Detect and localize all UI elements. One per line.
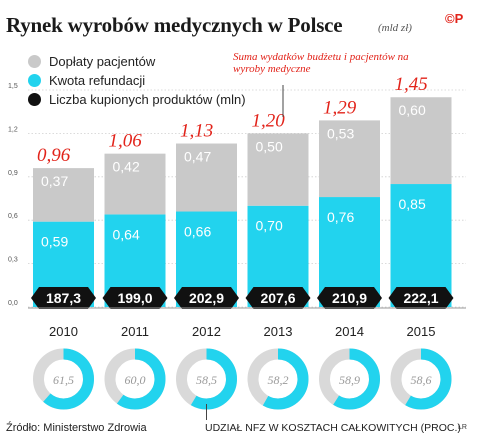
donut-share <box>247 348 309 410</box>
y-tick-label: 0,0 <box>8 300 18 307</box>
bar-label-patient: 0,42 <box>113 159 140 175</box>
legend-item-patient: Dopłaty pacjentów <box>28 52 246 71</box>
product-count-label: 199,0 <box>117 290 152 306</box>
y-tick-label: 1,2 <box>8 126 18 133</box>
donut-share <box>104 348 166 410</box>
bar-patient <box>390 97 452 185</box>
unit-label: (mld zł) <box>378 22 412 34</box>
bar-patient <box>247 133 309 206</box>
legend: Dopłaty pacjentów Kwota refundacji Liczb… <box>28 52 246 109</box>
source-note: Źródło: Ministerstwo Zdrowia <box>6 422 147 434</box>
product-count-pill <box>31 287 96 309</box>
legend-item-count: Liczba kupionych produktów (mln) <box>28 90 246 109</box>
total-label: 1,13 <box>180 121 213 142</box>
bar-label-refund: 0,59 <box>41 234 68 250</box>
y-tick-label: 0,6 <box>8 213 18 220</box>
y-tick-label: 0,9 <box>8 170 18 177</box>
y-tick-label: 0,3 <box>8 257 18 264</box>
bar-label-patient: 0,50 <box>256 138 283 154</box>
bar-label-patient: 0,60 <box>399 102 426 118</box>
total-annotation: Suma wydatków budżetu i pacjentów na wyr… <box>233 51 409 75</box>
donut-share <box>319 348 380 410</box>
legend-swatch-count <box>28 93 41 106</box>
legend-label-refund: Kwota refundacji <box>49 73 146 88</box>
bar-label-refund: 0,66 <box>184 224 211 240</box>
product-count-label: 187,3 <box>46 290 81 306</box>
x-tick-label: 2014 <box>335 324 364 339</box>
donut-label: 58,6 <box>411 373 432 387</box>
product-count-pill <box>388 287 454 309</box>
legend-swatch-refund <box>28 74 41 87</box>
x-tick-label: 2011 <box>121 324 149 339</box>
donut-label: 58,9 <box>339 373 360 387</box>
donut-caption: UDZIAŁ NFZ W KOSZTACH CAŁKOWITYCH (PROC.… <box>205 422 461 434</box>
donut-label: 58,5 <box>196 373 217 387</box>
x-tick-label: 2015 <box>407 324 436 339</box>
bar-label-refund: 0,70 <box>256 218 283 234</box>
donut-share <box>390 348 452 410</box>
product-count-pill <box>174 287 239 309</box>
total-label: 1,06 <box>109 131 143 152</box>
total-label: 1,45 <box>395 74 428 95</box>
y-tick-label: 1,5 <box>8 83 18 90</box>
bar-label-refund: 0,85 <box>399 196 426 212</box>
author-initials: LR <box>458 424 467 431</box>
bar-label-refund: 0,64 <box>113 226 140 242</box>
bar-label-patient: 0,53 <box>327 125 354 141</box>
bar-label-refund: 0,76 <box>327 209 354 225</box>
product-count-pill <box>245 287 311 309</box>
bar-patient <box>104 153 166 215</box>
total-label: 0,96 <box>37 145 71 166</box>
bar-patient <box>176 143 237 212</box>
x-tick-label: 2010 <box>49 324 78 339</box>
x-tick-label: 2012 <box>192 324 221 339</box>
bar-patient <box>33 168 94 222</box>
bar-label-patient: 0,47 <box>184 149 211 165</box>
donut-label: 61,5 <box>53 373 74 387</box>
bar-label-patient: 0,37 <box>41 173 68 189</box>
donut-label: 60,0 <box>125 373 146 387</box>
product-count-label: 222,1 <box>403 290 438 306</box>
donut-label: 58,2 <box>268 373 289 387</box>
chart-title: Rynek wyrobów medycznych w Polsce <box>6 13 343 37</box>
product-count-label: 207,6 <box>260 290 295 306</box>
total-label: 1,29 <box>323 97 357 118</box>
product-count-pill <box>102 287 168 309</box>
legend-item-refund: Kwota refundacji <box>28 71 246 90</box>
publisher-logo: ©P <box>445 11 464 26</box>
x-tick-label: 2013 <box>264 324 293 339</box>
product-count-label: 202,9 <box>189 290 224 306</box>
product-count-pill <box>317 287 382 309</box>
legend-label-count: Liczba kupionych produktów (mln) <box>49 92 246 107</box>
legend-label-patient: Dopłaty pacjentów <box>49 54 156 69</box>
product-count-label: 210,9 <box>332 290 367 306</box>
donut-share <box>33 348 94 410</box>
bar-refund <box>390 184 452 307</box>
legend-swatch-patient <box>28 55 41 68</box>
total-label: 1,20 <box>252 110 286 131</box>
bar-patient <box>319 120 380 198</box>
